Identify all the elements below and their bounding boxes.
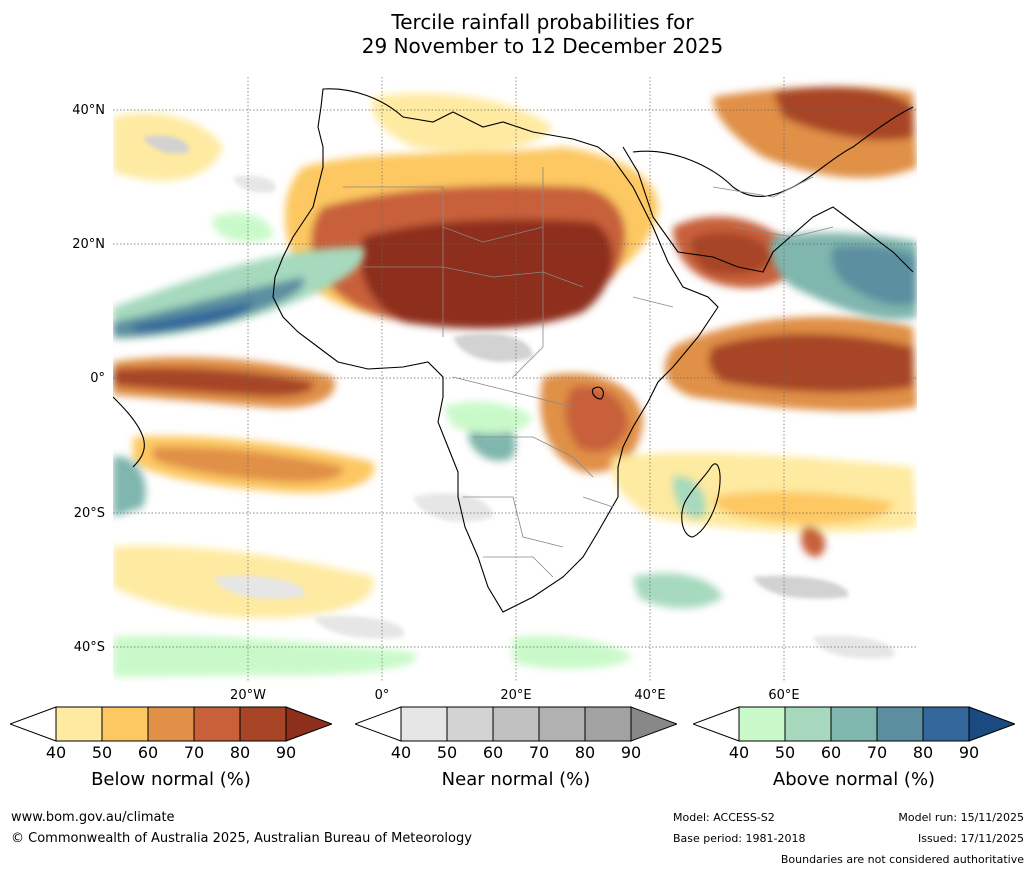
above-normal-areas (113, 213, 917, 677)
swatch-near-3 (492, 706, 540, 742)
tick: 40 (728, 743, 750, 762)
model-name: Model: ACCESS-S2 (673, 811, 775, 824)
lon-label: 40°E (634, 688, 666, 703)
model-run: Model run: 15/11/2025 (898, 811, 1024, 824)
tick: 60 (820, 743, 842, 762)
graticule (113, 77, 917, 681)
swatch-above-4 (876, 706, 924, 742)
issued-date: Issued: 17/11/2025 (917, 832, 1024, 845)
swatch-near-1 (400, 706, 448, 742)
lon-label: 20°W (230, 688, 266, 703)
tick: 80 (229, 743, 251, 762)
country-borders (343, 167, 834, 578)
tick: 70 (528, 743, 550, 762)
lat-label: 20°N (72, 237, 105, 252)
tick: 90 (620, 743, 642, 762)
swatch-near-6 (630, 706, 677, 742)
tick: 50 (91, 743, 113, 762)
tick: 50 (436, 743, 458, 762)
swatch-below-3 (147, 706, 195, 742)
swatch-near-4 (538, 706, 586, 742)
swatch-below-4 (193, 706, 241, 742)
title-line-1: Tercile rainfall probabilities for (391, 10, 694, 34)
lat-label: 40°N (72, 103, 105, 118)
swatch-above-2 (784, 706, 832, 742)
colorbar-below-label: Below normal (%) (91, 769, 251, 790)
tick: 90 (958, 743, 980, 762)
swatch-below-2 (101, 706, 149, 742)
swatch-near-5 (584, 706, 632, 742)
swatch-below-1 (55, 706, 103, 742)
website-link[interactable]: www.bom.gov.au/climate (11, 810, 175, 825)
lat-label: 0° (90, 371, 105, 386)
swatch-above-0 (693, 706, 740, 742)
map-title: Tercile rainfall probabilities for 29 No… (0, 10, 1035, 58)
near-normal-areas (143, 135, 895, 659)
base-period: Base period: 1981-2018 (673, 832, 806, 845)
swatch-above-5 (922, 706, 970, 742)
copyright: © Commonwealth of Australia 2025, Austra… (11, 831, 472, 846)
tick: 50 (774, 743, 796, 762)
tick: 80 (912, 743, 934, 762)
colorbar-above-label: Above normal (%) (772, 769, 936, 790)
tick: 70 (866, 743, 888, 762)
below-normal-areas (113, 86, 917, 618)
lon-label: 20°E (500, 688, 532, 703)
boundaries-disclaimer: Boundaries are not considered authoritat… (780, 853, 1024, 866)
lon-label: 0° (374, 688, 390, 703)
colorbar-near-label: Near normal (%) (441, 769, 591, 790)
swatch-near-2 (446, 706, 494, 742)
lat-label: 40°S (73, 640, 105, 655)
tick: 80 (574, 743, 596, 762)
swatch-above-3 (830, 706, 878, 742)
lon-label: 60°E (768, 688, 800, 703)
tick: 60 (482, 743, 504, 762)
colorbar-near-swatches (355, 706, 677, 742)
tick: 70 (183, 743, 205, 762)
tick: 60 (137, 743, 159, 762)
tick: 90 (275, 743, 297, 762)
swatch-below-0 (10, 706, 57, 742)
title-line-2: 29 November to 12 December 2025 (361, 34, 724, 58)
colorbar-above-swatches (693, 706, 1015, 742)
swatch-near-0 (355, 706, 402, 742)
swatch-below-5 (239, 706, 287, 742)
swatch-below-6 (285, 706, 332, 742)
swatch-above-6 (968, 706, 1015, 742)
swatch-above-1 (738, 706, 786, 742)
rainfall-map (113, 77, 917, 681)
tick: 40 (390, 743, 412, 762)
colorbar-below-swatches (10, 706, 332, 742)
lat-label: 20°S (73, 506, 105, 521)
tick: 40 (45, 743, 67, 762)
